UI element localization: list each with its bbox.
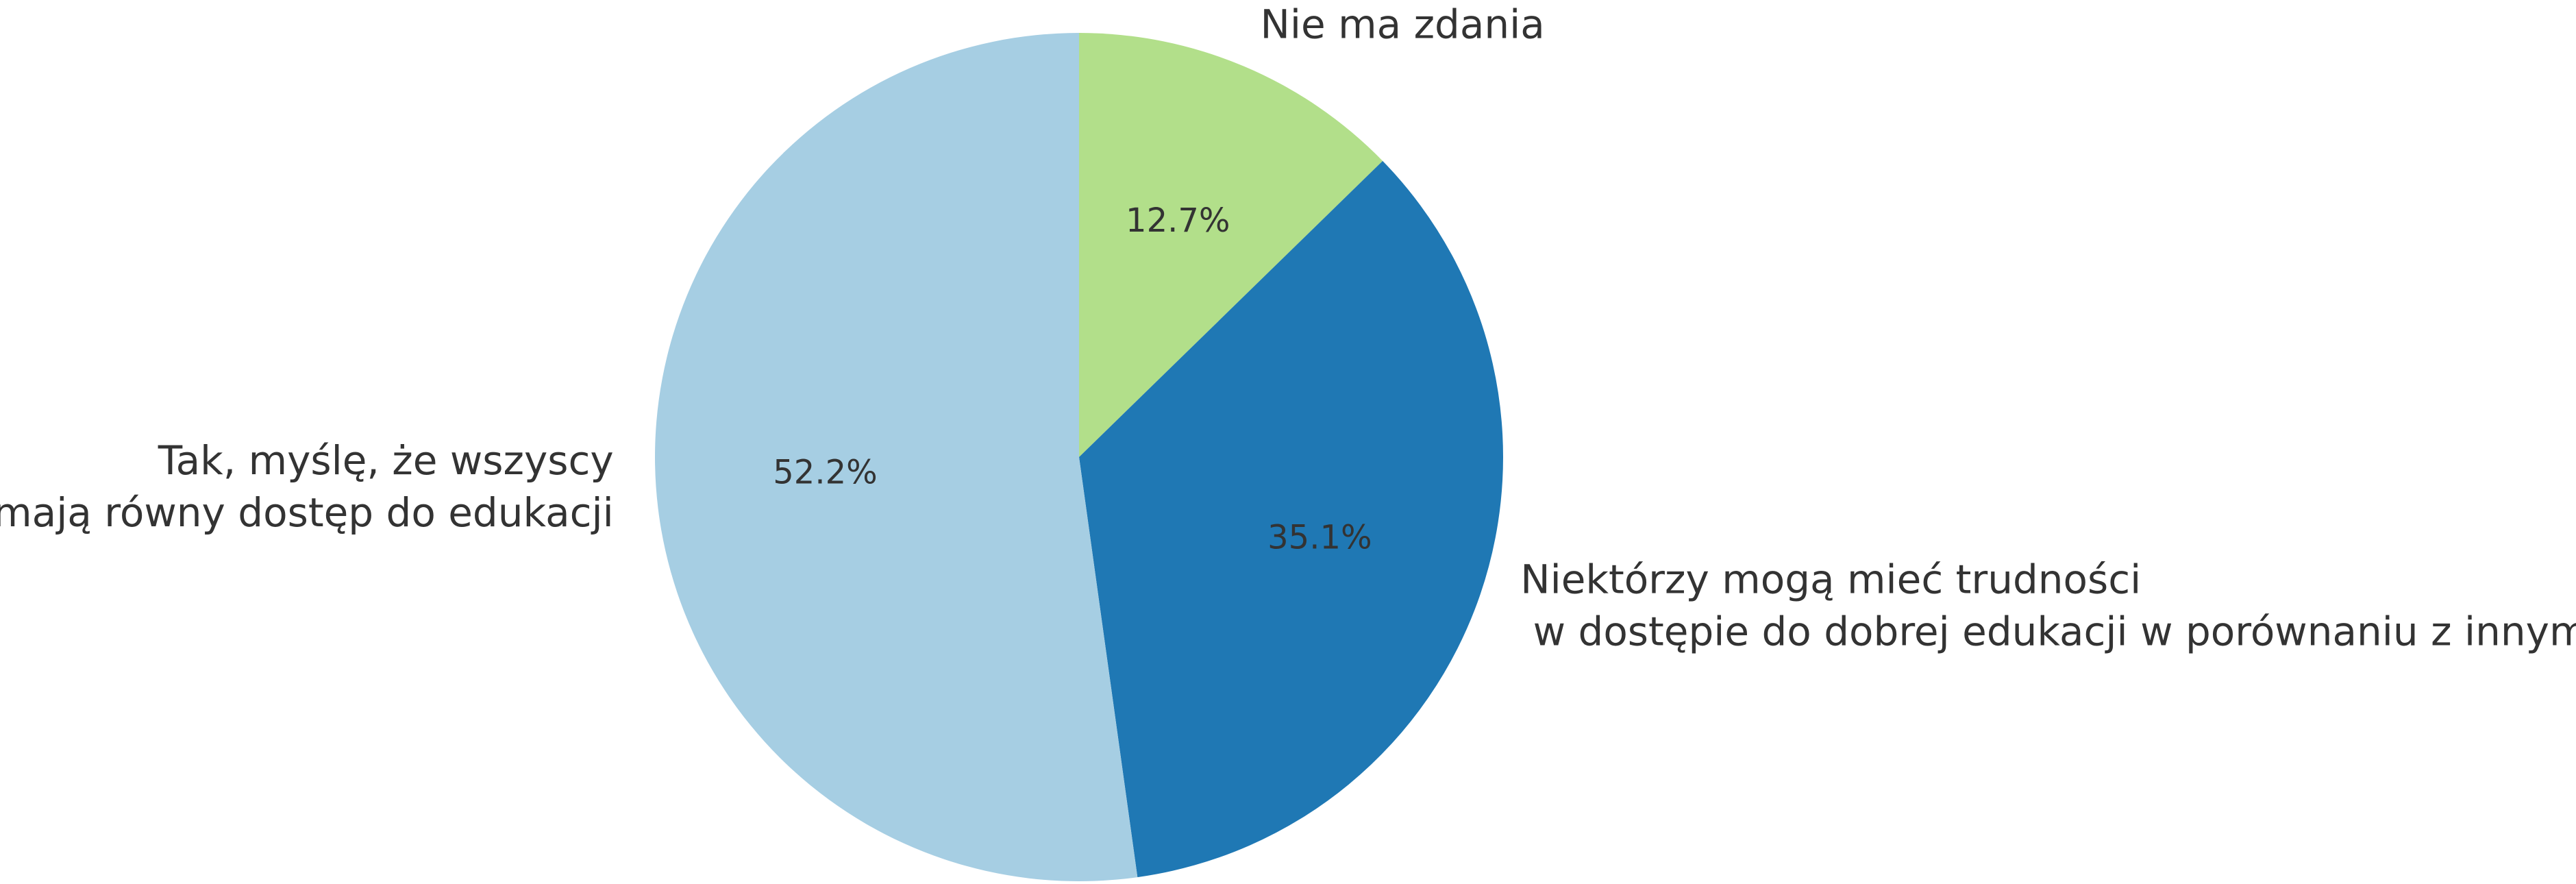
pie-slice	[654, 33, 1138, 881]
label-line: Nie ma zdania	[1261, 1, 1545, 48]
percent-label: 52.2%	[773, 454, 877, 492]
label-line: w dostępie do dobrej edukacji w porównan…	[1520, 609, 2576, 655]
pie-slice	[1079, 33, 1383, 457]
pie-slice	[1079, 160, 1503, 878]
category-label: Niektórzy mogą mieć trudności w dostępie…	[1520, 556, 2576, 655]
percent-label: 35.1%	[1267, 518, 1372, 556]
percent-label: 12.7%	[1126, 201, 1230, 240]
label-line: Niektórzy mogą mieć trudności	[1520, 556, 2141, 603]
category-label: Tak, myślę, że wszyscy mają równy dostęp …	[0, 437, 614, 536]
category-label: Nie ma zdania	[1261, 1, 1545, 48]
label-line: mają równy dostęp do edukacji	[0, 489, 614, 536]
label-line: Tak, myślę, że wszyscy	[145, 437, 613, 484]
